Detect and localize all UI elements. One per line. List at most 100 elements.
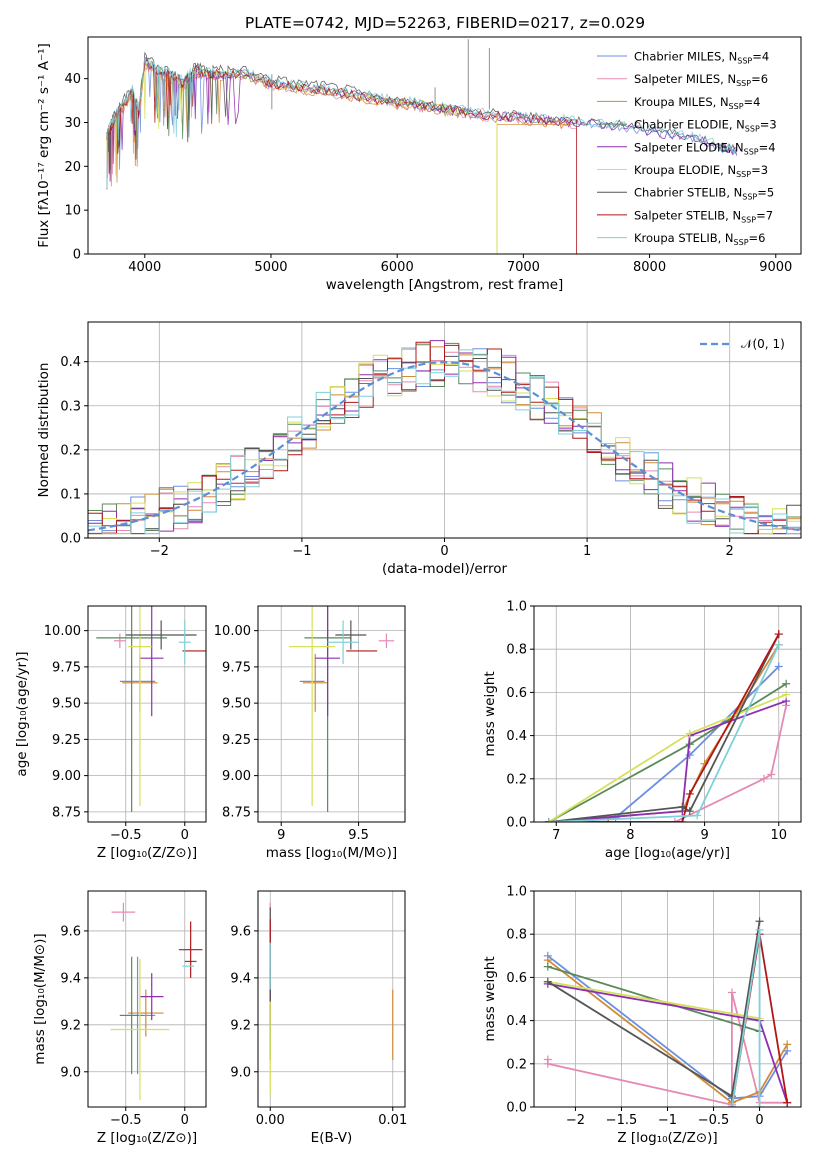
- x-tick-label: 4000: [128, 260, 161, 275]
- x-tick-label: 9: [277, 828, 285, 843]
- panel-mass-vs-EBV: 0.00 0.01 9.0 9.2 9.4 9.6 E(B-V): [230, 890, 407, 1146]
- weight-marker: [774, 662, 783, 671]
- x-tick-label: −1: [292, 544, 311, 559]
- y-tick-label: 0.4: [60, 355, 81, 370]
- panels: 4000 5000 6000 7000 8000 9000010203040wavelen…: [14, 36, 802, 1146]
- legend-count: =4: [752, 50, 769, 64]
- legend-sub: SSP: [745, 125, 760, 134]
- panel-spectrum: 4000 5000 6000 7000 8000 9000 0 10 20 30 40 wavelen…: [36, 36, 802, 293]
- weight-line-6: [547, 921, 761, 1098]
- y-axis-label: age [log₁₀(age/yr)]: [14, 651, 30, 776]
- y-tick-label: 9.50: [52, 697, 81, 712]
- plot-area-mass-vs-Z: [110, 902, 203, 1100]
- x-tick-label: 0.01: [378, 1113, 407, 1128]
- y-tick-label: 0.6: [506, 686, 527, 701]
- x-tick-label: 0: [755, 1113, 763, 1128]
- weight-marker: [543, 962, 552, 971]
- legend-sub: SSP: [729, 102, 744, 111]
- x-tick-label: 6000: [381, 260, 414, 275]
- weight-marker: [670, 818, 679, 822]
- weight-marker: [782, 690, 791, 699]
- x-tick-label: 2: [726, 544, 734, 559]
- y-tick-label: 0.2: [506, 1057, 527, 1072]
- y-tick-label: 10.00: [214, 624, 251, 639]
- legend-sub: SSP: [736, 79, 751, 88]
- axes-frame: [533, 605, 802, 823]
- spectrum-legend: Chabrier MILES, NSSP=4 Salpeter MILES, NS…: [597, 50, 777, 247]
- legend-entry: Chabrier MILES, NSSP=4: [634, 50, 769, 66]
- weight-marker: [685, 789, 694, 798]
- y-tick-label: 9.0: [60, 1065, 81, 1080]
- y-tick-label: 0.8: [506, 643, 527, 658]
- weight-marker: [544, 818, 553, 822]
- x-axis-label: (data-model)/error: [382, 561, 508, 577]
- y-axis-label: mass [log₁₀(M/M⊙)]: [32, 933, 48, 1064]
- panel-weight-vs-Z: −2 −1.5 −1 −0.5 0 0.0 0.2 0.4 0.6 0.8 1.0 Z [log₁₀(…: [482, 885, 802, 1146]
- gaussian-curve: [88, 360, 801, 532]
- legend-sub: SSP: [741, 215, 756, 224]
- plot-area-spectrum: [106, 39, 737, 254]
- weight-marker: [755, 917, 764, 926]
- panel-weight-vs-age: 7 8 9 10 0.0 0.2 0.4 0.6 0.8 1.0 age [log₁₀(age/yr…: [482, 600, 802, 861]
- panel-age-vs-Z: −0.5 0 8.75 9.00 9.25 9.50 9.75 10.00 Z [log₁₀(Z…: [14, 605, 207, 861]
- spectrum-line-4: [106, 56, 737, 182]
- y-tick-label: 9.00: [52, 769, 81, 784]
- y-tick-label: 10: [64, 204, 81, 219]
- x-tick-label: 0: [440, 544, 448, 559]
- y-tick-label: 9.75: [222, 660, 251, 675]
- weight-marker: [685, 807, 694, 816]
- y-tick-label: 0.4: [506, 1014, 527, 1029]
- axes-frame: [87, 36, 802, 255]
- y-tick-label: 1.0: [506, 885, 527, 900]
- legend-entry: Kroupa ELODIE, NSSP=3: [634, 163, 768, 179]
- x-tick-label: 0.00: [256, 1113, 285, 1128]
- weight-line-1: [548, 705, 788, 822]
- x-tick-label: 9: [700, 828, 708, 843]
- weight-marker: [685, 729, 694, 738]
- legend-entry: Chabrier ELODIE, NSSP=3: [634, 118, 777, 134]
- weight-marker: [774, 640, 783, 649]
- x-tick-label: 7000: [507, 260, 540, 275]
- x-tick-label: 0: [181, 828, 189, 843]
- weight-marker: [783, 1040, 792, 1049]
- weight-marker: [783, 1098, 792, 1107]
- y-tick-label: 9.25: [52, 733, 81, 748]
- weight-marker: [727, 988, 736, 997]
- y-tick-label: 9.00: [222, 769, 251, 784]
- axes-frame: [257, 890, 406, 1108]
- legend-count: =6: [751, 72, 768, 86]
- weight-marker: [755, 1103, 764, 1107]
- legend-entry: Salpeter STELIB, NSSP=7: [634, 208, 773, 224]
- x-axis-label: Z [log₁₀(Z/Z⊙)]: [97, 845, 197, 861]
- y-axis-label: Normed distribution: [36, 363, 52, 498]
- weight-line-2: [547, 959, 788, 1104]
- legend-count: =3: [760, 118, 777, 132]
- x-axis-label: Z [log₁₀(Z/Z⊙)]: [617, 1130, 717, 1146]
- y-tick-label: 0.2: [60, 443, 81, 458]
- weight-marker: [678, 802, 687, 811]
- y-tick-label: 0.8: [506, 928, 527, 943]
- weight-marker: [727, 1103, 736, 1107]
- y-tick-label: 1.0: [506, 600, 527, 615]
- y-tick-label: 0.0: [506, 1101, 527, 1116]
- legend-count: =6: [749, 231, 766, 245]
- x-axis-label: Z [log₁₀(Z/Z⊙)]: [97, 1130, 197, 1146]
- weight-marker: [782, 679, 791, 688]
- y-tick-label: 40: [64, 72, 81, 87]
- plot-area-mass-vs-EBV: [269, 902, 394, 1096]
- legend-entry: Chabrier STELIB, NSSP=5: [634, 186, 774, 202]
- legend-count: =7: [756, 208, 773, 222]
- weight-marker: [678, 818, 687, 822]
- plot-area-weight-vs-Z: [543, 917, 792, 1107]
- gaussian-legend-label: 𝒩(0, 1): [741, 337, 785, 351]
- weight-marker: [727, 1092, 736, 1101]
- x-tick-label: 9000: [759, 260, 792, 275]
- x-tick-label: −2: [150, 544, 169, 559]
- y-tick-label: 9.0: [230, 1065, 251, 1080]
- x-axis-label: E(B-V): [311, 1130, 353, 1146]
- legend-entry: Kroupa STELIB, NSSP=6: [634, 231, 765, 247]
- plot-area-residuals: [88, 340, 801, 535]
- x-tick-label: 1: [583, 544, 591, 559]
- weight-line-6: [548, 633, 780, 822]
